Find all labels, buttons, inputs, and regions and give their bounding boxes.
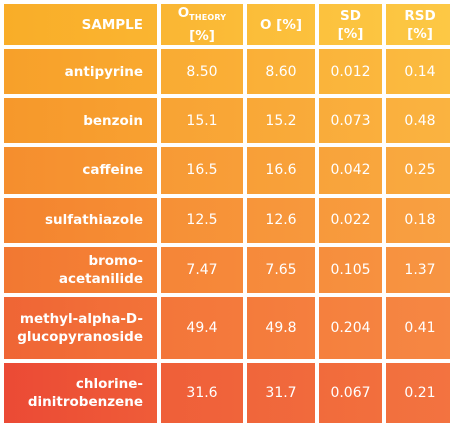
header-o-theory-subscript: THEORY bbox=[189, 13, 227, 22]
header-o: O [%] bbox=[247, 4, 315, 45]
header-sd: SD [%] bbox=[319, 4, 382, 45]
header-rsd: RSD [%] bbox=[386, 4, 450, 45]
rsd-value: 0.18 bbox=[386, 197, 450, 243]
sample-name: sulfathiazole bbox=[4, 197, 157, 243]
header-sample: SAMPLE bbox=[4, 4, 157, 45]
table-row: bromo-acetanilide 7.47 7.65 0.105 1.37 bbox=[4, 246, 450, 294]
sample-name-line-1: methyl-alpha-D- bbox=[19, 311, 143, 328]
o-theory-value: 31.6 bbox=[161, 363, 243, 423]
sample-name: antipyrine bbox=[4, 49, 157, 95]
sd-value: 0.042 bbox=[319, 147, 382, 194]
sample-name: caffeine bbox=[4, 147, 157, 194]
o-value: 7.65 bbox=[247, 246, 315, 294]
rsd-value: 0.48 bbox=[386, 98, 450, 144]
sd-value: 0.022 bbox=[319, 197, 382, 243]
table-row: benzoin 15.1 15.2 0.073 0.48 bbox=[4, 98, 450, 144]
rsd-value: 0.41 bbox=[386, 297, 450, 360]
sample-name-line-1: chlorine- bbox=[75, 376, 143, 393]
sd-value: 0.073 bbox=[319, 98, 382, 144]
o-theory-value: 15.1 bbox=[161, 98, 243, 144]
o-value: 15.2 bbox=[247, 98, 315, 144]
table-row: chlorine- dinitrobenzene 31.6 31.7 0.067… bbox=[4, 363, 450, 423]
sample-name-line-2: glucopyranoside bbox=[17, 329, 143, 346]
sd-value: 0.012 bbox=[319, 49, 382, 95]
table-row: sulfathiazole 12.5 12.6 0.022 0.18 bbox=[4, 197, 450, 243]
sd-value: 0.105 bbox=[319, 246, 382, 294]
sample-name: benzoin bbox=[4, 98, 157, 144]
header-o-theory-main: O bbox=[177, 5, 190, 21]
table-row: caffeine 16.5 16.6 0.042 0.25 bbox=[4, 147, 450, 194]
sd-value: 0.067 bbox=[319, 363, 382, 423]
o-value: 31.7 bbox=[247, 363, 315, 423]
rsd-value: 0.25 bbox=[386, 147, 450, 194]
o-value: 49.8 bbox=[247, 297, 315, 360]
sd-value: 0.204 bbox=[319, 297, 382, 360]
o-theory-value: 7.47 bbox=[161, 246, 243, 294]
table-row: methyl-alpha-D- glucopyranoside 49.4 49.… bbox=[4, 297, 450, 360]
table-row: antipyrine 8.50 8.60 0.012 0.14 bbox=[4, 49, 450, 95]
sample-name-line-2: dinitrobenzene bbox=[27, 394, 143, 411]
o-theory-value: 12.5 bbox=[161, 197, 243, 243]
o-value: 16.6 bbox=[247, 147, 315, 194]
o-theory-value: 49.4 bbox=[161, 297, 243, 360]
o-theory-value: 8.50 bbox=[161, 49, 243, 95]
sample-name: chlorine- dinitrobenzene bbox=[4, 363, 157, 423]
header-row: SAMPLE OTHEORY [%] O [%] SD [%] RSD [%] bbox=[4, 4, 450, 45]
sample-name: methyl-alpha-D- glucopyranoside bbox=[4, 297, 157, 360]
rsd-value: 0.14 bbox=[386, 49, 450, 95]
o-value: 12.6 bbox=[247, 197, 315, 243]
header-o-theory: OTHEORY [%] bbox=[161, 4, 243, 45]
o-value: 8.60 bbox=[247, 49, 315, 95]
header-o-theory-unit: [%] bbox=[189, 28, 215, 44]
o-theory-value: 16.5 bbox=[161, 147, 243, 194]
rsd-value: 1.37 bbox=[386, 246, 450, 294]
rsd-value: 0.21 bbox=[386, 363, 450, 423]
sample-name: bromo-acetanilide bbox=[4, 246, 157, 294]
